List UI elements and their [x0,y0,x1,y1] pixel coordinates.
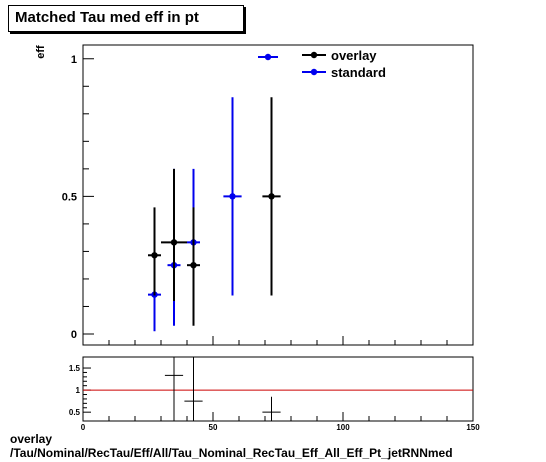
legend-extra-marker [264,53,272,61]
legend-label-standard: standard [331,65,386,80]
overlay-point [190,261,197,269]
ratio-xtick-label: 100 [336,423,350,432]
legend-label-overlay: overlay [331,48,377,63]
ratio-xtick-label: 50 [209,423,218,432]
chart-title: Matched Tau med eff in pt [15,9,199,26]
main-ytick-label: 0 [71,329,77,341]
ratio-ytick-label: 0.5 [69,408,81,417]
legend-marker-standard [310,68,318,76]
overlay-point [268,193,275,200]
title-box: Matched Tau med eff in pt [8,5,244,32]
main-plot-frame [82,44,474,346]
ratio-ytick-label: 1.5 [69,364,81,373]
standard-point [229,193,236,200]
ratio-xtick-label: 150 [466,423,480,432]
ratio-plot-frame [82,356,474,422]
y-axis-label: eff [35,45,47,59]
ratio-xtick-label: 0 [81,423,86,432]
footer-path: /Tau/Nominal/RecTau/Eff/All/Tau_Nominal_… [10,446,453,460]
overlay-point [151,252,158,259]
overlay-point [170,239,178,246]
legend-marker-overlay [310,51,318,59]
main-ytick-label: 1 [71,54,77,66]
footer-label: overlay [10,432,53,446]
ratio-ytick-label: 1 [76,386,81,395]
main-ytick-label: 0.5 [62,191,77,203]
